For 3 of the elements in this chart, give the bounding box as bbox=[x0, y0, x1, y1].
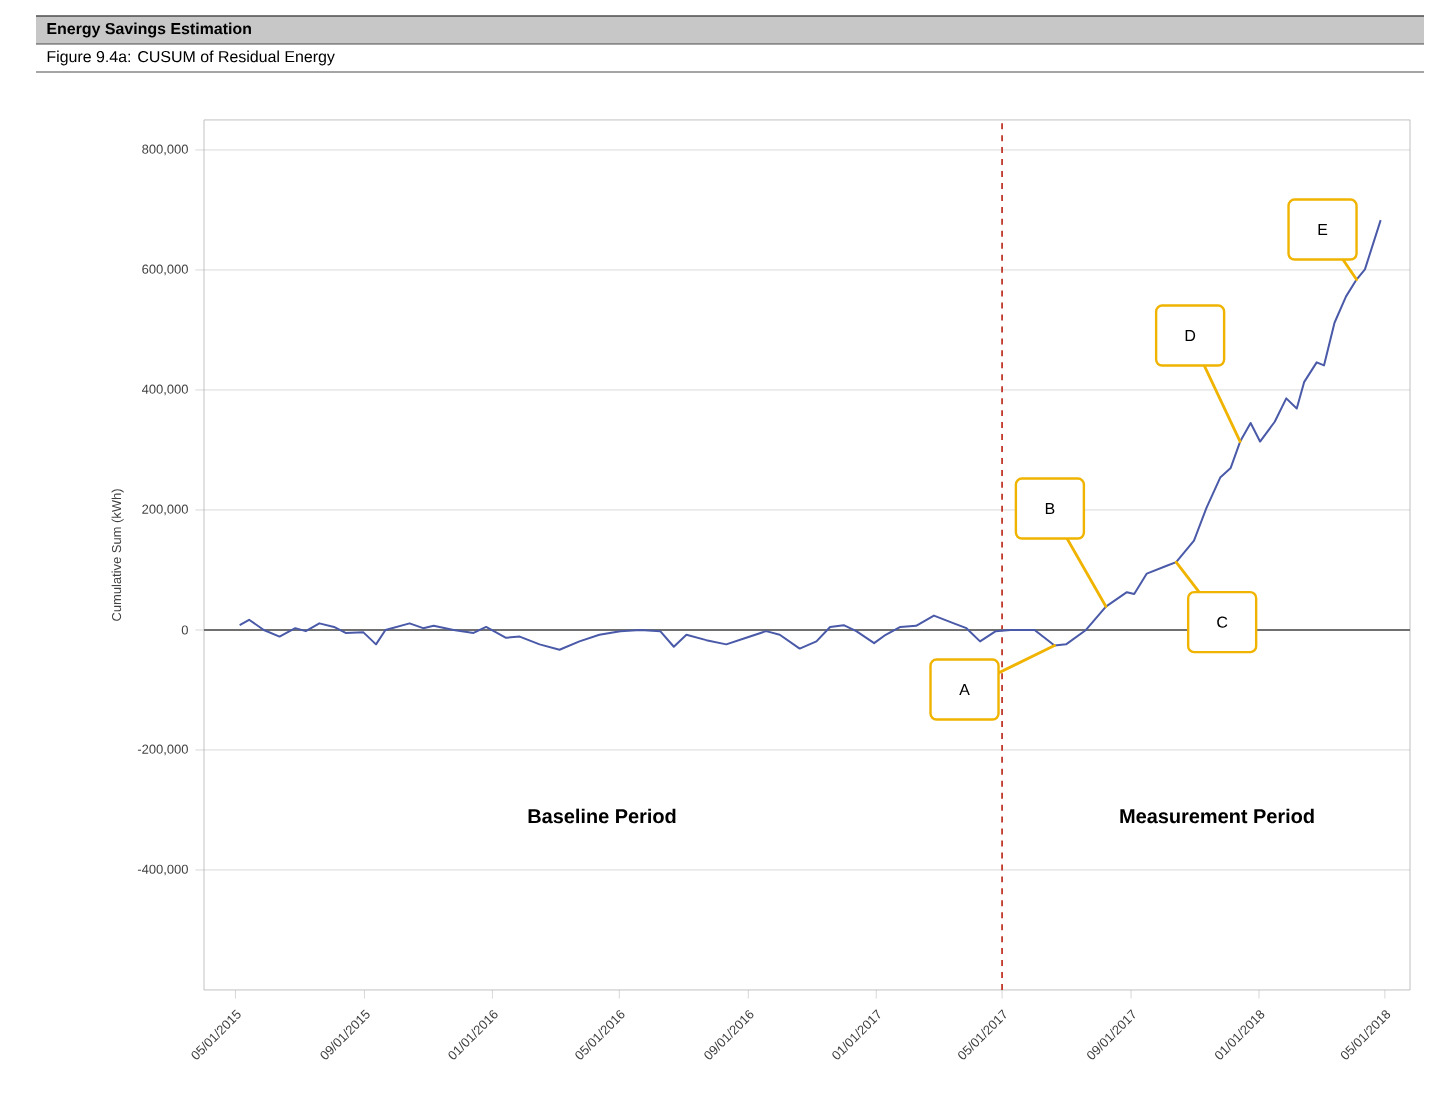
line-series bbox=[238, 219, 1382, 651]
annotation: Baseline Period bbox=[528, 808, 676, 824]
annotation: Measurement Period bbox=[1120, 808, 1314, 824]
